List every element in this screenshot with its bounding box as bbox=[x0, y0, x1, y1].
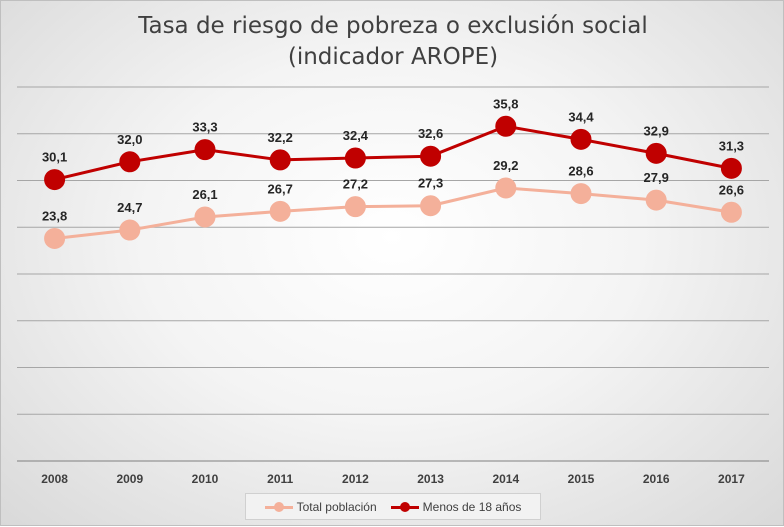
data-point bbox=[269, 149, 291, 171]
data-point bbox=[344, 196, 366, 218]
x-tick-label: 2017 bbox=[718, 472, 745, 486]
series-layer bbox=[44, 115, 742, 249]
data-label: 26,6 bbox=[719, 182, 744, 197]
data-label: 32,4 bbox=[343, 128, 369, 143]
data-labels: 23,8 24,7 26,1 26,7 27,2 27,3 29,2 28,6 27,9 26,6… bbox=[42, 96, 744, 223]
data-point bbox=[119, 151, 141, 173]
legend-swatch-total bbox=[264, 501, 293, 512]
data-point bbox=[645, 142, 667, 164]
data-point bbox=[269, 200, 291, 222]
data-point bbox=[194, 139, 216, 161]
data-point bbox=[44, 169, 66, 191]
x-tick-label: 2010 bbox=[192, 472, 219, 486]
data-point bbox=[495, 177, 517, 199]
legend-swatch-under18 bbox=[390, 501, 419, 512]
x-axis: 2008 2009 2010 2011 2012 2013 2014 2015 2016 2017 bbox=[17, 460, 769, 486]
legend-item-total: Total población bbox=[264, 499, 377, 514]
data-label: 23,8 bbox=[42, 208, 67, 223]
data-label: 33,3 bbox=[192, 120, 217, 135]
data-label: 27,2 bbox=[343, 177, 368, 192]
data-point bbox=[420, 195, 442, 217]
x-tick-label: 2014 bbox=[492, 472, 519, 486]
x-tick-label: 2009 bbox=[116, 472, 143, 486]
series-line bbox=[54, 124, 732, 182]
data-label: 32,0 bbox=[117, 132, 142, 147]
series-1 bbox=[44, 115, 742, 191]
data-point bbox=[44, 227, 66, 249]
data-point bbox=[344, 147, 366, 169]
chart-title: Tasa de riesgo de pobreza o exclusión so… bbox=[138, 13, 648, 70]
series-0 bbox=[44, 177, 742, 249]
legend: Total población Menos de 18 años bbox=[245, 493, 541, 520]
data-label: 32,2 bbox=[268, 130, 293, 145]
data-label: 29,2 bbox=[493, 158, 518, 173]
data-point bbox=[495, 115, 517, 137]
x-tick-label: 2016 bbox=[643, 472, 670, 486]
x-tick-label: 2011 bbox=[267, 472, 293, 486]
data-label: 26,1 bbox=[192, 187, 217, 202]
data-label: 32,9 bbox=[644, 123, 669, 138]
data-point bbox=[720, 157, 742, 179]
x-tick-label: 2015 bbox=[568, 472, 595, 486]
data-point bbox=[570, 183, 592, 205]
data-label: 24,7 bbox=[117, 200, 142, 215]
data-point bbox=[720, 201, 742, 223]
legend-item-under18: Menos de 18 años bbox=[390, 499, 522, 514]
data-label: 28,6 bbox=[568, 164, 593, 179]
data-label: 31,3 bbox=[719, 138, 744, 153]
data-label: 26,7 bbox=[268, 181, 293, 196]
data-point bbox=[570, 128, 592, 150]
legend-label-under18: Menos de 18 años bbox=[422, 499, 522, 514]
x-tick-label: 2013 bbox=[417, 472, 444, 486]
data-label: 34,4 bbox=[568, 109, 594, 124]
data-point bbox=[194, 206, 216, 228]
data-label: 32,6 bbox=[418, 126, 443, 141]
data-point bbox=[420, 145, 442, 167]
data-point bbox=[645, 189, 667, 211]
data-label: 27,3 bbox=[418, 176, 443, 191]
x-tick-label: 2008 bbox=[41, 472, 68, 486]
data-label: 35,8 bbox=[493, 96, 518, 111]
x-tick-label: 2012 bbox=[342, 472, 369, 486]
series-line bbox=[54, 186, 732, 240]
data-label: 30,1 bbox=[42, 150, 67, 165]
legend-label-total: Total población bbox=[296, 499, 377, 514]
data-label: 27,9 bbox=[644, 170, 669, 185]
data-point bbox=[119, 219, 141, 241]
